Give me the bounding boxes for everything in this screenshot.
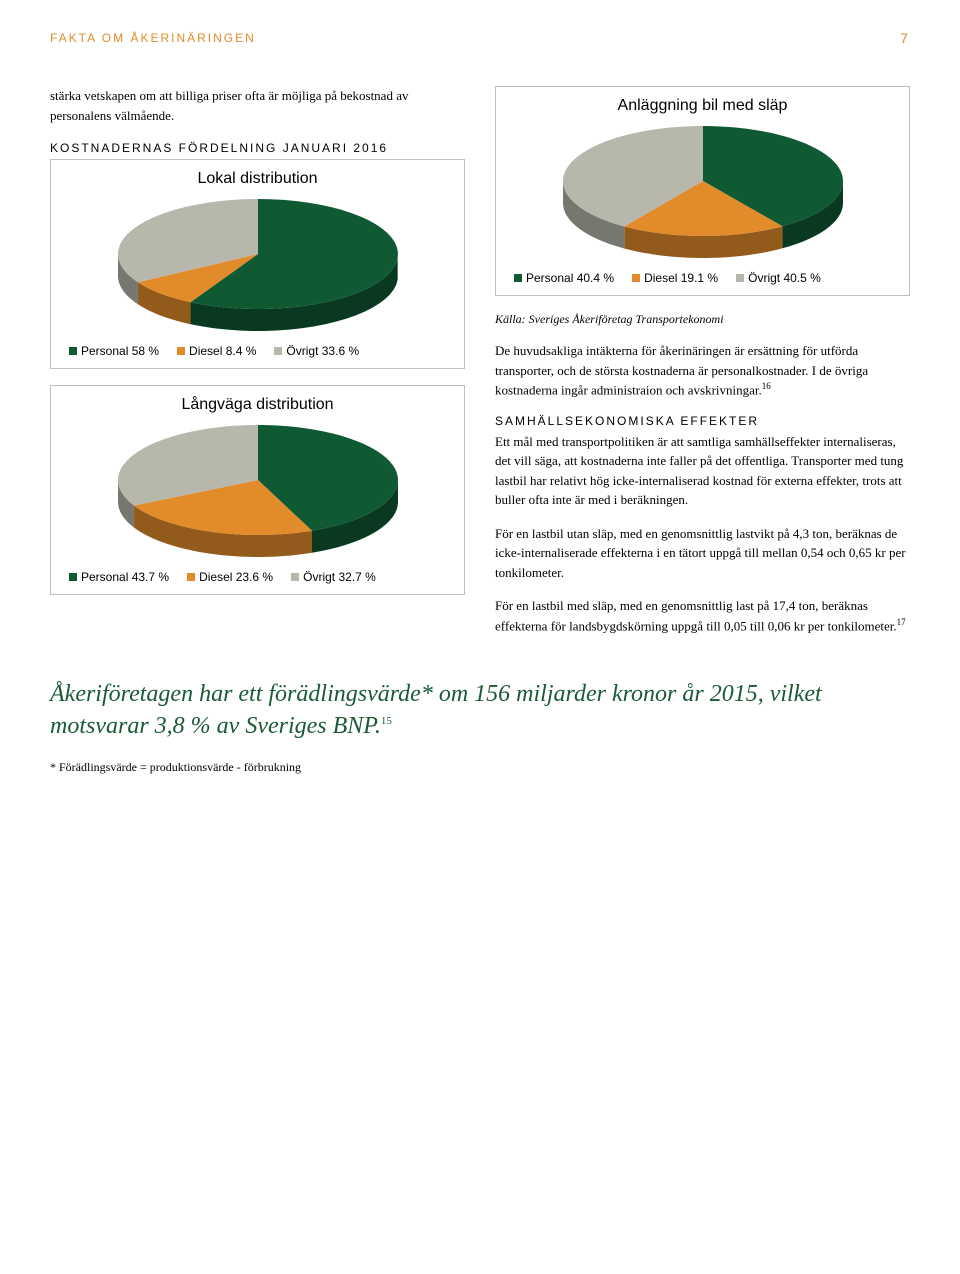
legend-swatch bbox=[632, 274, 640, 282]
legend-label: Diesel 19.1 % bbox=[644, 271, 718, 285]
legend-swatch bbox=[187, 573, 195, 581]
legend-swatch bbox=[274, 347, 282, 355]
legend-swatch bbox=[69, 347, 77, 355]
page-number: 7 bbox=[900, 30, 910, 46]
legend-item: Personal 40.4 % bbox=[514, 271, 614, 285]
paragraph-text: För en lastbil med släp, med en genomsni… bbox=[495, 598, 897, 633]
pie-svg bbox=[93, 194, 423, 334]
chart-lokal-distribution: Lokal distribution Personal 58 % Diesel 8… bbox=[50, 159, 465, 369]
chart-legend: Personal 40.4 % Diesel 19.1 % Övrigt 40.5 … bbox=[508, 271, 897, 285]
pie-chart bbox=[63, 194, 452, 334]
pie-svg bbox=[538, 121, 868, 261]
two-column-layout: stärka vetskapen om att billiga priser o… bbox=[50, 86, 910, 650]
legend-item: Diesel 23.6 % bbox=[187, 570, 273, 584]
pie-chart bbox=[63, 420, 452, 560]
legend-item: Övrigt 40.5 % bbox=[736, 271, 821, 285]
pie-chart bbox=[508, 121, 897, 261]
callout-text: Åkeriföretagen har ett förädlingsvärde* … bbox=[50, 681, 822, 739]
header-title: FAKTA OM ÅKERINÄRINGEN bbox=[50, 31, 256, 45]
section-heading-costs: KOSTNADERNAS FÖRDELNING JANUARI 2016 bbox=[50, 141, 465, 155]
legend-item: Diesel 19.1 % bbox=[632, 271, 718, 285]
pie-svg bbox=[93, 420, 423, 560]
legend-label: Personal 58 % bbox=[81, 344, 159, 358]
left-column: stärka vetskapen om att billiga priser o… bbox=[50, 86, 465, 650]
legend-swatch bbox=[177, 347, 185, 355]
footnote-ref: 16 bbox=[762, 381, 771, 391]
footnote-definition: * Förädlingsvärde = produktionsvärde - f… bbox=[50, 760, 910, 775]
legend-swatch bbox=[69, 573, 77, 581]
chart-title: Anläggning bil med släp bbox=[508, 97, 897, 115]
legend-label: Diesel 8.4 % bbox=[189, 344, 256, 358]
legend-item: Personal 58 % bbox=[69, 344, 159, 358]
page-header: FAKTA OM ÅKERINÄRINGEN 7 bbox=[50, 30, 910, 46]
legend-swatch bbox=[736, 274, 744, 282]
legend-label: Övrigt 40.5 % bbox=[748, 271, 821, 285]
legend-label: Övrigt 33.6 % bbox=[286, 344, 359, 358]
section-heading-effects: SAMHÄLLSEKONOMISKA EFFEKTER bbox=[495, 414, 910, 428]
legend-label: Diesel 23.6 % bbox=[199, 570, 273, 584]
legend-label: Personal 43.7 % bbox=[81, 570, 169, 584]
paragraph-intakter: De huvudsakliga intäkterna för åkerinäri… bbox=[495, 341, 910, 400]
legend-item: Övrigt 33.6 % bbox=[274, 344, 359, 358]
paragraph-effects1: Ett mål med transportpolitiken är att sa… bbox=[495, 432, 910, 510]
footnote-ref: 17 bbox=[897, 617, 906, 627]
chart-title: Långväga distribution bbox=[63, 396, 452, 414]
chart-source: Källa: Sveriges Åkeriföretag Transportek… bbox=[495, 312, 910, 327]
legend-swatch bbox=[514, 274, 522, 282]
paragraph-text: De huvudsakliga intäkterna för åkerinäri… bbox=[495, 343, 868, 397]
intro-paragraph: stärka vetskapen om att billiga priser o… bbox=[50, 86, 465, 125]
legend-item: Övrigt 32.7 % bbox=[291, 570, 376, 584]
chart-title: Lokal distribution bbox=[63, 170, 452, 188]
footnote-ref: 15 bbox=[381, 715, 392, 727]
chart-anlaggning-bil: Anläggning bil med släp Personal 40.4 % D… bbox=[495, 86, 910, 296]
legend-item: Diesel 8.4 % bbox=[177, 344, 256, 358]
right-column: Anläggning bil med släp Personal 40.4 % D… bbox=[495, 86, 910, 650]
paragraph-effects3: För en lastbil med släp, med en genomsni… bbox=[495, 596, 910, 635]
legend-item: Personal 43.7 % bbox=[69, 570, 169, 584]
legend-swatch bbox=[291, 573, 299, 581]
legend-label: Övrigt 32.7 % bbox=[303, 570, 376, 584]
callout-quote: Åkeriföretagen har ett förädlingsvärde* … bbox=[50, 678, 910, 743]
paragraph-effects2: För en lastbil utan släp, med en genomsn… bbox=[495, 524, 910, 583]
chart-legend: Personal 43.7 % Diesel 23.6 % Övrigt 32.7 … bbox=[63, 570, 452, 584]
chart-legend: Personal 58 % Diesel 8.4 % Övrigt 33.6 % bbox=[63, 344, 452, 358]
chart-langvaga-distribution: Långväga distribution Personal 43.7 % Die… bbox=[50, 385, 465, 595]
legend-label: Personal 40.4 % bbox=[526, 271, 614, 285]
